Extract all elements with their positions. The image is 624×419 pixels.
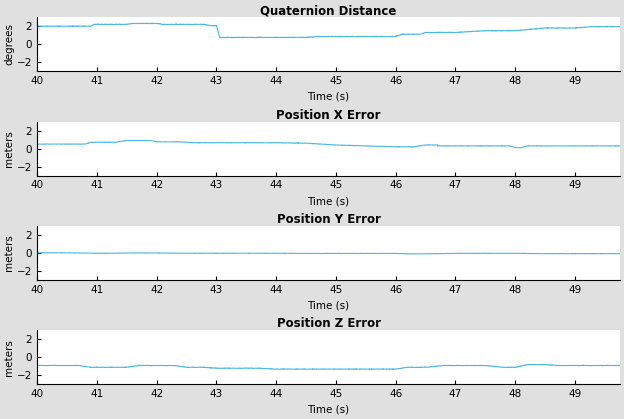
Title: Position Y Error: Position Y Error	[276, 213, 381, 226]
X-axis label: Time (s): Time (s)	[308, 92, 349, 102]
Title: Position Z Error: Position Z Error	[276, 317, 381, 330]
Title: Position X Error: Position X Error	[276, 109, 381, 122]
X-axis label: Time (s): Time (s)	[308, 405, 349, 415]
Y-axis label: degrees: degrees	[4, 23, 14, 65]
Y-axis label: meters: meters	[4, 235, 14, 272]
Y-axis label: meters: meters	[4, 339, 14, 376]
X-axis label: Time (s): Time (s)	[308, 300, 349, 310]
Title: Quaternion Distance: Quaternion Distance	[260, 4, 397, 17]
X-axis label: Time (s): Time (s)	[308, 196, 349, 206]
Y-axis label: meters: meters	[4, 130, 14, 167]
